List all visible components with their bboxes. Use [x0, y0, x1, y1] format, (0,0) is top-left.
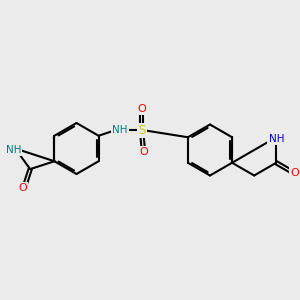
Text: O: O — [137, 104, 146, 114]
Text: S: S — [138, 124, 146, 137]
Text: O: O — [139, 147, 148, 157]
Text: NH: NH — [112, 125, 128, 135]
Text: O: O — [290, 167, 299, 178]
Text: NH: NH — [6, 145, 21, 155]
Text: NH: NH — [268, 134, 284, 144]
Text: O: O — [18, 183, 27, 193]
